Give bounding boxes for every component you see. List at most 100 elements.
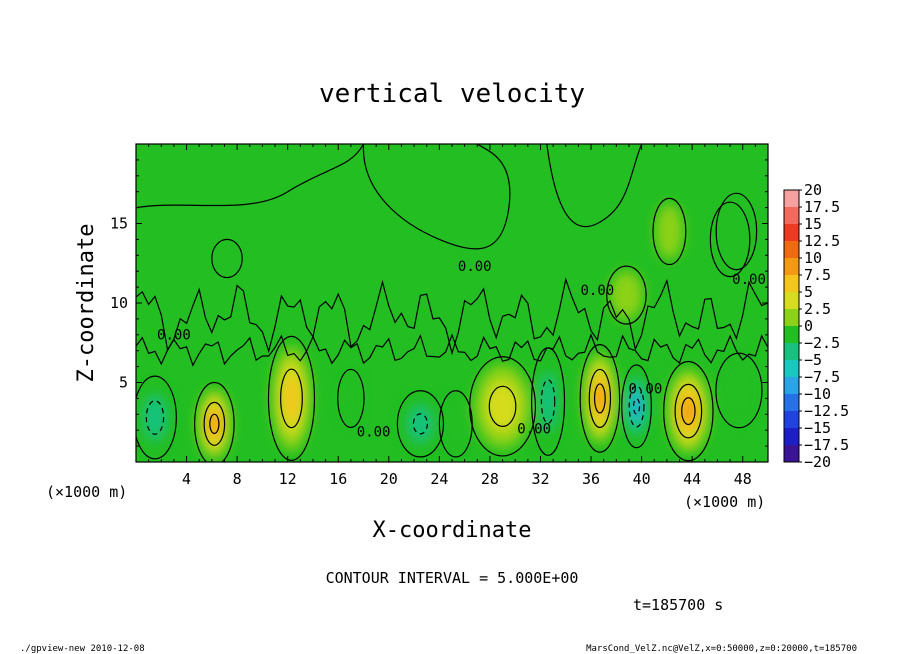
colorbar-swatch bbox=[784, 360, 799, 377]
y-tick-label: 5 bbox=[119, 374, 128, 392]
contour-zero bbox=[194, 381, 235, 462]
colorbar-label: 7.5 bbox=[804, 266, 831, 284]
contour-line bbox=[209, 413, 220, 434]
contour-zero-top bbox=[136, 144, 365, 209]
colorbar-label: 17.5 bbox=[804, 198, 840, 216]
x-tick-label: 36 bbox=[582, 470, 600, 488]
contour-zero bbox=[663, 360, 714, 462]
contour-line bbox=[488, 385, 517, 427]
colorbar-label: −20 bbox=[804, 453, 831, 471]
plot-area: 0.00 0.00 0.00 0.00 0.00 0.00 0.00 bbox=[136, 144, 768, 462]
contour-label: 0.00 bbox=[517, 421, 551, 437]
x-axis-ticks: 4 8 12 16 20 24 28 32 36 40 44 48 bbox=[148, 144, 756, 488]
colorbar-swatch bbox=[784, 343, 799, 360]
cell-shade bbox=[681, 397, 696, 426]
colorbar-label: 12.5 bbox=[804, 232, 840, 250]
cell-shade bbox=[144, 396, 166, 439]
colorbar-swatch bbox=[784, 207, 799, 224]
contour-line bbox=[674, 383, 703, 439]
contour-zero-top bbox=[211, 238, 243, 279]
colorbar-label: 10 bbox=[804, 249, 822, 267]
contour-zero-upper bbox=[136, 277, 768, 356]
contour-zero bbox=[715, 352, 763, 429]
x-axis-title: X-coordinate bbox=[373, 518, 532, 543]
contour-line bbox=[412, 413, 428, 435]
colorbar-label: 2.5 bbox=[804, 300, 831, 318]
x-tick-label: 24 bbox=[430, 470, 448, 488]
colorbar-label: 15 bbox=[804, 215, 822, 233]
contour-zero bbox=[579, 344, 621, 453]
shaded-cells bbox=[136, 203, 759, 459]
y-axis-ticks: 5 10 15 bbox=[110, 159, 768, 447]
cell-shade bbox=[339, 373, 363, 423]
colorbar-swatch bbox=[784, 394, 799, 411]
contour-zero bbox=[652, 197, 687, 266]
colorbar-swatch bbox=[784, 411, 799, 428]
colorbar-label: 5 bbox=[804, 283, 813, 301]
contour-line bbox=[145, 400, 165, 435]
contour-label: 0.00 bbox=[458, 259, 492, 275]
colorbar-swatch bbox=[784, 190, 799, 207]
x-tick-label: 48 bbox=[734, 470, 752, 488]
y-axis-title: Z-coordinate bbox=[74, 224, 99, 383]
x-tick-label: 40 bbox=[633, 470, 651, 488]
contour-zero bbox=[469, 356, 537, 457]
footer-left: ./gpview-new 2010-12-08 bbox=[20, 644, 145, 654]
colorbar-label: −15 bbox=[804, 419, 831, 437]
colorbar-swatch bbox=[784, 377, 799, 394]
contour-label: 0.00 bbox=[357, 425, 391, 441]
colorbar-swatch bbox=[784, 224, 799, 241]
x-tick-label: 16 bbox=[329, 470, 347, 488]
x-unit-left: (×1000 m) bbox=[46, 483, 127, 501]
x-tick-label: 28 bbox=[481, 470, 499, 488]
contour-zero bbox=[337, 368, 365, 428]
contour-zero bbox=[606, 265, 647, 325]
x-unit-right: (×1000 m) bbox=[684, 493, 765, 511]
colorbar-swatch bbox=[784, 241, 799, 258]
contour-zero-top bbox=[362, 144, 511, 250]
cell-shade bbox=[594, 383, 606, 414]
contour-zero bbox=[267, 335, 316, 462]
x-tick-label: 4 bbox=[182, 470, 191, 488]
cell-shade bbox=[208, 412, 220, 436]
colorbar-swatch bbox=[784, 258, 799, 275]
colorbar-label: −2.5 bbox=[804, 334, 840, 352]
colorbar-label: −7.5 bbox=[804, 368, 840, 386]
contour-line bbox=[628, 385, 645, 428]
cell-shade bbox=[408, 407, 433, 441]
cell-shade bbox=[283, 375, 300, 421]
colorbar-label: 0 bbox=[804, 317, 813, 335]
contour-line bbox=[280, 368, 303, 429]
contour-line bbox=[681, 397, 696, 426]
colorbar-swatch bbox=[784, 292, 799, 309]
contour-zero-top bbox=[546, 144, 643, 228]
cell-shade bbox=[485, 381, 520, 432]
cell-shade bbox=[609, 270, 644, 320]
y-tick-label: 15 bbox=[110, 215, 128, 233]
contour-zero bbox=[136, 375, 177, 460]
cell-shade bbox=[719, 358, 759, 422]
contour-label: 0.00 bbox=[581, 283, 615, 299]
contour-label: 0.00 bbox=[157, 328, 191, 344]
colorbar-label: 20 bbox=[804, 181, 822, 199]
cell-shade bbox=[539, 374, 557, 429]
x-tick-label: 12 bbox=[279, 470, 297, 488]
colorbar: 2017.51512.5107.552.50−2.5−5−7.5−10−12.5… bbox=[783, 181, 849, 471]
contour-interval-text: CONTOUR INTERVAL = 5.000E+00 bbox=[326, 569, 579, 587]
colorbar-swatch bbox=[784, 445, 799, 462]
time-label: t=185700 s bbox=[633, 596, 723, 614]
x-tick-label: 32 bbox=[531, 470, 549, 488]
colorbar-swatch bbox=[784, 326, 799, 343]
cell-shade bbox=[441, 395, 470, 452]
contour-zero bbox=[709, 201, 751, 278]
contour-line bbox=[203, 401, 226, 446]
contour-line bbox=[593, 383, 606, 414]
cell-shade bbox=[655, 203, 684, 260]
contour-label: 0.00 bbox=[629, 382, 663, 398]
contour-line bbox=[632, 398, 641, 415]
chart-title: vertical velocity bbox=[319, 79, 585, 109]
x-tick-label: 20 bbox=[380, 470, 398, 488]
colorbar-swatch bbox=[784, 309, 799, 326]
contour-label: 0.00 bbox=[732, 272, 766, 288]
